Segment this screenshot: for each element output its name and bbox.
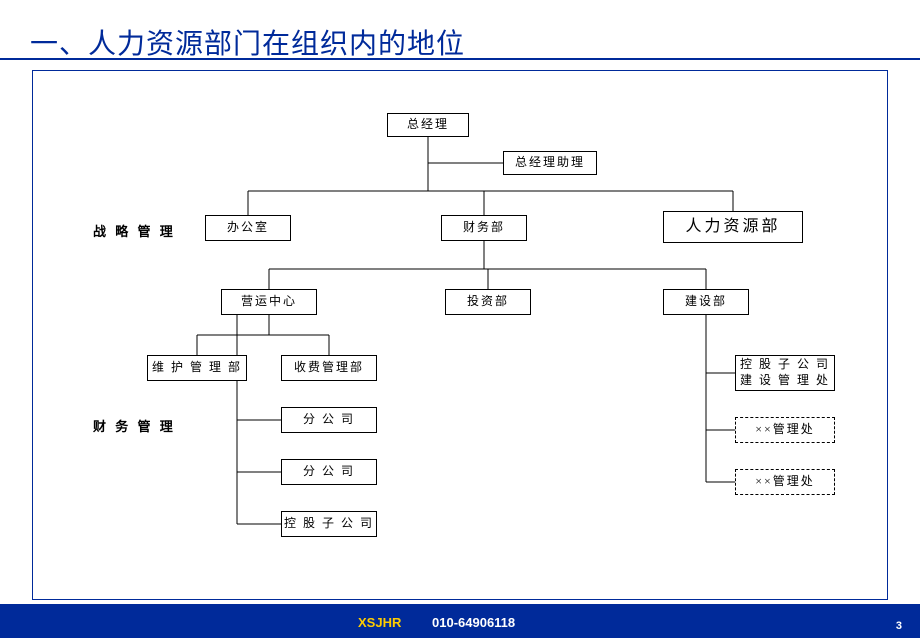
node-ops: 营运中心: [221, 289, 317, 315]
side-label-finance: 财 务 管 理: [93, 416, 176, 435]
footer-phone: 010-64906118: [432, 615, 515, 630]
node-branch1: 分 公 司: [281, 407, 377, 433]
node-gm: 总经理: [387, 113, 469, 137]
slide: 一、人力资源部门在组织内的地位 总经理总经理助理办公室 财务部 人力资源部营运中心 投…: [0, 0, 920, 638]
node-mgmt1: ××管理处: [735, 417, 835, 443]
page-number: 3: [896, 620, 902, 632]
node-subbuild: 控 股 子 公 司 建 设 管 理 处: [735, 355, 835, 391]
node-hr: 人力资源部: [663, 211, 803, 243]
node-branch2: 分 公 司: [281, 459, 377, 485]
node-mgmt2: ××管理处: [735, 469, 835, 495]
node-build: 建设部: [663, 289, 749, 315]
node-invest: 投资部: [445, 289, 531, 315]
footer: XSJHR 010-64906118 3: [0, 606, 920, 638]
title-underline: [0, 58, 920, 60]
node-gma: 总经理助理: [503, 151, 597, 175]
node-fin: 财务部: [441, 215, 527, 241]
side-label-strategy: 战 略 管 理: [93, 221, 176, 240]
node-maint: 维 护 管 理 部: [147, 355, 247, 381]
node-holding: 控 股 子 公 司: [281, 511, 377, 537]
org-chart: 总经理总经理助理办公室 财务部 人力资源部营运中心 投资部 建设部维 护 管 理 部 收费…: [33, 71, 889, 601]
footer-brand: XSJHR: [358, 615, 401, 630]
chart-lines: [33, 71, 889, 601]
node-office: 办公室: [205, 215, 291, 241]
node-fee: 收费管理部: [281, 355, 377, 381]
content-frame: 总经理总经理助理办公室 财务部 人力资源部营运中心 投资部 建设部维 护 管 理 部 收费…: [32, 70, 888, 600]
page-title: 一、人力资源部门在组织内的地位: [30, 22, 465, 62]
